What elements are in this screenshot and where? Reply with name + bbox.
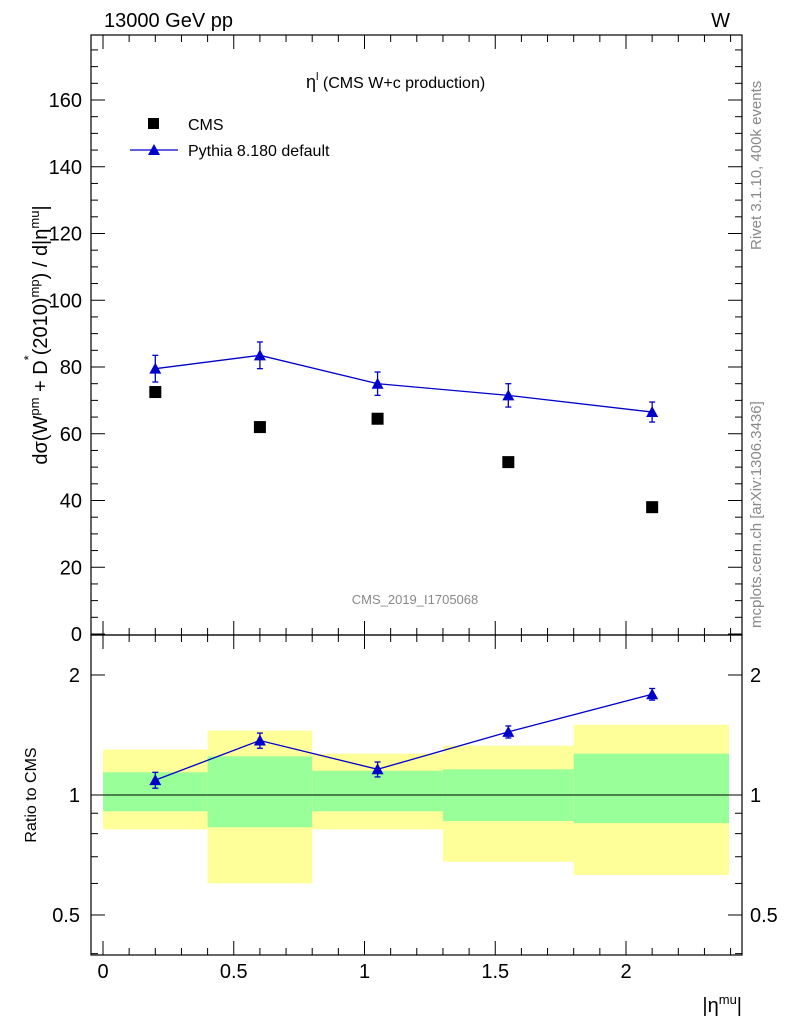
ratio-data-point	[253, 734, 266, 746]
mc-data-point	[502, 389, 515, 401]
legend-cms-label: CMS	[188, 117, 224, 134]
main-y-axis: 0 20 40 60 80 100 120 140 160	[49, 49, 742, 646]
main-x-axis-ticks	[102, 35, 732, 635]
legend-cms-marker	[148, 118, 159, 129]
cms-data-point	[646, 501, 659, 514]
ratio-y-axis: 0.5 0.5 1 1 2 2	[52, 665, 778, 955]
legend: CMS Pythia 8.180 default	[130, 117, 330, 160]
mc-data-point	[371, 377, 384, 389]
ratio-y-tick-label-left: 0.5	[52, 905, 80, 927]
mc-line	[155, 354, 653, 413]
main-y-axis-label: dσ(Wpm + D*(2010)mp) / d|ηmu|	[21, 205, 52, 464]
mcplots-reference-text: mcplots.cern.ch [arXiv:1306.3436]	[748, 401, 765, 628]
x-axis-label: |ηmu|	[702, 992, 742, 1017]
ratio-data-point	[371, 763, 384, 775]
ratio-data-point	[646, 688, 659, 700]
ratio-plot-panel: 0.5 0.5 1 1 2 2 0 0.5 1 1.5 2 Ratio to CMS |ηmu|	[23, 634, 778, 1017]
ratio-series	[149, 687, 659, 789]
ratio-y-tick-label-left: 1	[69, 785, 80, 807]
ratio-y-tick-label-right: 1	[750, 785, 761, 807]
y-tick-label: 140	[49, 157, 82, 179]
y-tick-label: 160	[49, 90, 82, 112]
cms-data-point	[371, 412, 384, 425]
mc-data-point	[253, 349, 266, 361]
ratio-band-inner	[207, 756, 313, 828]
mc-data-point	[646, 406, 659, 418]
plot-title: ηl (CMS W+c production)	[306, 71, 485, 92]
y-tick-label: 120	[49, 224, 82, 246]
y-tick-label: 80	[60, 357, 82, 379]
ratio-y-tick-label-right: 2	[750, 665, 761, 687]
x-tick-label: 1.5	[481, 961, 509, 983]
ratio-uncertainty-bands	[103, 724, 729, 884]
ratio-y-tick-label-left: 2	[69, 665, 80, 687]
ratio-y-axis-label: Ratio to CMS	[23, 747, 40, 842]
rivet-version-text: Rivet 3.1.10, 400k events	[748, 81, 765, 250]
header-left-text: 13000 GeV pp	[104, 10, 233, 32]
main-plot-panel: 0 20 40 60 80 100 120 140 160 ηl (CMS W+c produc…	[21, 34, 743, 646]
mc-data-point	[149, 362, 162, 374]
legend-mc-marker	[148, 144, 160, 155]
y-tick-label: 20	[60, 557, 82, 579]
x-tick-label: 0	[97, 961, 108, 983]
x-tick-label: 1	[359, 961, 370, 983]
header-right-text: W	[711, 10, 730, 32]
ratio-band-inner	[573, 753, 729, 824]
ratio-data-point	[502, 725, 515, 737]
y-tick-label: 0	[71, 624, 82, 646]
x-tick-label: 0.5	[220, 961, 248, 983]
y-tick-label: 40	[60, 491, 82, 513]
ratio-data-point	[149, 774, 162, 786]
cms-data-point	[253, 421, 266, 434]
y-tick-label: 60	[60, 424, 82, 446]
main-plot-series	[149, 341, 659, 514]
ratio-x-axis: 0 0.5 1 1.5 2	[97, 635, 732, 983]
x-tick-label: 2	[620, 961, 631, 983]
analysis-id-text: CMS_2019_I1705068	[352, 592, 479, 607]
cms-data-point	[149, 386, 162, 399]
y-tick-label: 100	[49, 290, 82, 312]
ratio-y-tick-label-right: 0.5	[750, 905, 778, 927]
cms-data-point	[502, 456, 515, 469]
legend-mc-label: Pythia 8.180 default	[188, 143, 330, 160]
